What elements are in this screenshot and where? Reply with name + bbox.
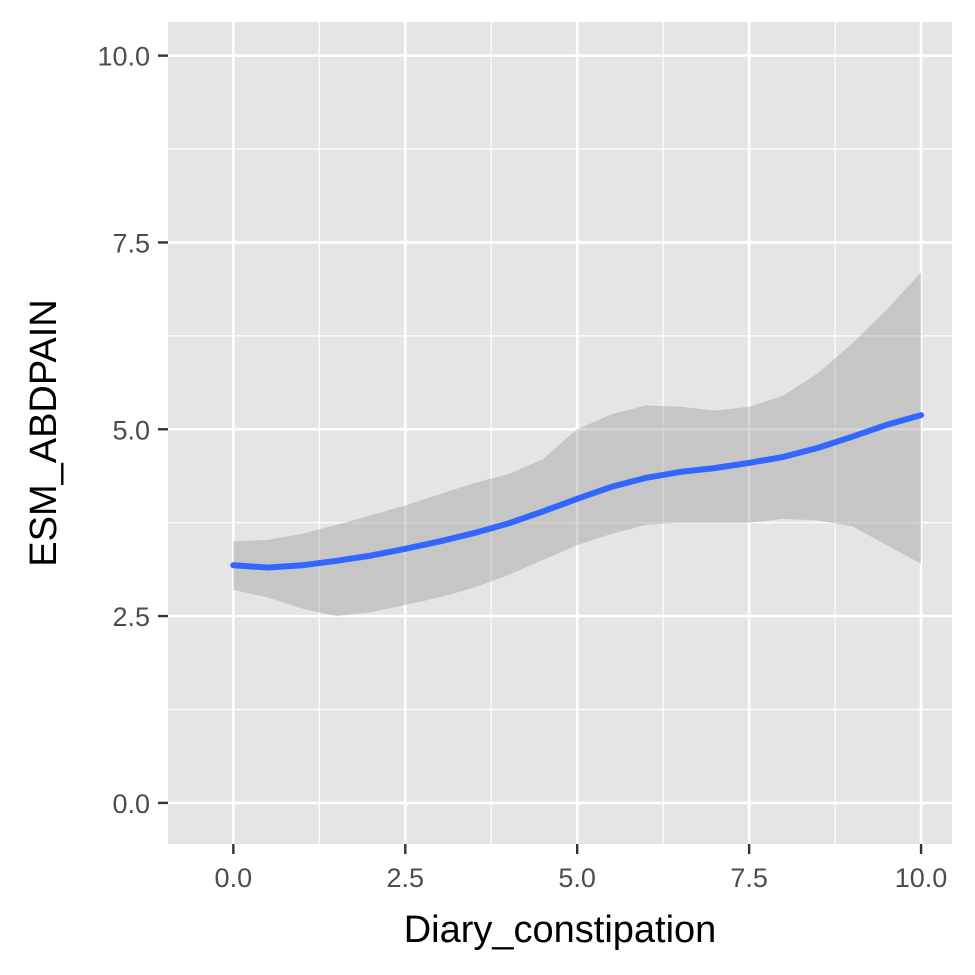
grid-major — [168, 22, 952, 844]
x-tick-label: 2.5 — [386, 863, 424, 893]
x-tick-label: 10.0 — [895, 863, 948, 893]
plot-panel — [168, 22, 952, 844]
confidence-band — [233, 272, 922, 617]
y-axis: 0.0 2.5 5.0 7.5 10.0 — [97, 42, 168, 819]
y-tick-label: 5.0 — [112, 415, 150, 445]
y-tick-label: 2.5 — [112, 602, 150, 632]
y-tick-label: 0.0 — [112, 789, 150, 819]
x-tick-label: 5.0 — [558, 863, 596, 893]
y-axis-title: ESM_ABDPAIN — [23, 299, 65, 566]
grid-minor — [168, 22, 952, 844]
y-tick-label: 7.5 — [112, 228, 150, 258]
y-tick-label: 10.0 — [97, 42, 150, 72]
x-axis: 0.0 2.5 5.0 7.5 10.0 — [215, 844, 948, 893]
x-tick-label: 0.0 — [215, 863, 253, 893]
x-tick-label: 7.5 — [730, 863, 768, 893]
x-axis-title: Diary_constipation — [404, 909, 717, 951]
smooth-line — [230, 412, 925, 571]
